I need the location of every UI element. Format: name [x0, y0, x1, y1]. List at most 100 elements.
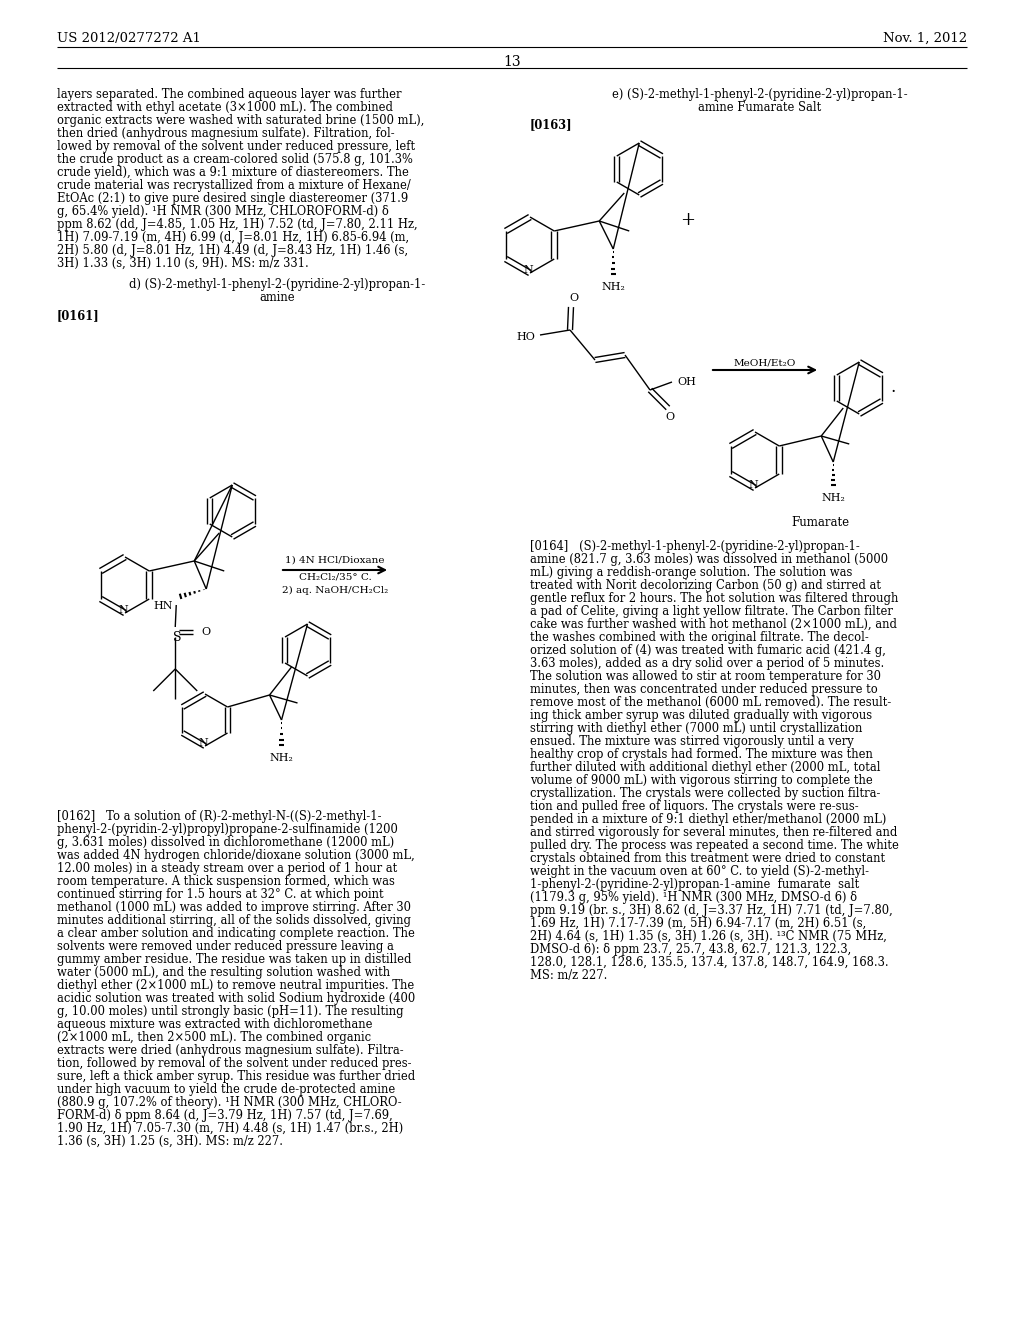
Text: [0162]   To a solution of (R)-2-methyl-N-((S)-2-methyl-1-: [0162] To a solution of (R)-2-methyl-N-(… — [57, 810, 382, 822]
Text: crystals obtained from this treatment were dried to constant: crystals obtained from this treatment we… — [530, 851, 885, 865]
Text: orized solution of (4) was treated with fumaric acid (421.4 g,: orized solution of (4) was treated with … — [530, 644, 886, 657]
Text: 13: 13 — [503, 55, 521, 69]
Text: 1.90 Hz, 1H) 7.05-7.30 (m, 7H) 4.48 (s, 1H) 1.47 (br.s., 2H): 1.90 Hz, 1H) 7.05-7.30 (m, 7H) 4.48 (s, … — [57, 1122, 403, 1135]
Text: d) (S)-2-methyl-1-phenyl-2-(pyridine-2-yl)propan-1-: d) (S)-2-methyl-1-phenyl-2-(pyridine-2-y… — [129, 279, 425, 290]
Text: gentle reflux for 2 hours. The hot solution was filtered through: gentle reflux for 2 hours. The hot solut… — [530, 591, 898, 605]
Text: 2H) 4.64 (s, 1H) 1.35 (s, 3H) 1.26 (s, 3H). ¹³C NMR (75 MHz,: 2H) 4.64 (s, 1H) 1.35 (s, 3H) 1.26 (s, 3… — [530, 931, 887, 942]
Text: minutes, then was concentrated under reduced pressure to: minutes, then was concentrated under red… — [530, 682, 878, 696]
Text: sure, left a thick amber syrup. This residue was further dried: sure, left a thick amber syrup. This res… — [57, 1071, 416, 1082]
Text: a pad of Celite, giving a light yellow filtrate. The Carbon filter: a pad of Celite, giving a light yellow f… — [530, 605, 893, 618]
Text: NH₂: NH₂ — [269, 752, 294, 763]
Text: OH: OH — [677, 378, 696, 387]
Text: 3H) 1.33 (s, 3H) 1.10 (s, 9H). MS: m/z 331.: 3H) 1.33 (s, 3H) 1.10 (s, 9H). MS: m/z 3… — [57, 257, 309, 271]
Text: 1H) 7.09-7.19 (m, 4H) 6.99 (d, J=8.01 Hz, 1H) 6.85-6.94 (m,: 1H) 7.09-7.19 (m, 4H) 6.99 (d, J=8.01 Hz… — [57, 231, 410, 244]
Text: cake was further washed with hot methanol (2×1000 mL), and: cake was further washed with hot methano… — [530, 618, 897, 631]
Text: FORM-d) δ ppm 8.64 (d, J=3.79 Hz, 1H) 7.57 (td, J=7.69,: FORM-d) δ ppm 8.64 (d, J=3.79 Hz, 1H) 7.… — [57, 1109, 393, 1122]
Text: tion, followed by removal of the solvent under reduced pres-: tion, followed by removal of the solvent… — [57, 1057, 412, 1071]
Text: 1-phenyl-2-(pyridine-2-yl)propan-1-amine  fumarate  salt: 1-phenyl-2-(pyridine-2-yl)propan-1-amine… — [530, 878, 859, 891]
Text: The solution was allowed to stir at room temperature for 30: The solution was allowed to stir at room… — [530, 671, 881, 682]
Text: N: N — [118, 605, 128, 615]
Text: solvents were removed under reduced pressure leaving a: solvents were removed under reduced pres… — [57, 940, 394, 953]
Text: remove most of the methanol (6000 mL removed). The result-: remove most of the methanol (6000 mL rem… — [530, 696, 891, 709]
Text: 128.0, 128.1, 128.6, 135.5, 137.4, 137.8, 148.7, 164.9, 168.3.: 128.0, 128.1, 128.6, 135.5, 137.4, 137.8… — [530, 956, 889, 969]
Text: ensued. The mixture was stirred vigorously until a very: ensued. The mixture was stirred vigorous… — [530, 735, 854, 748]
Text: O: O — [202, 627, 210, 638]
Text: HO: HO — [516, 333, 535, 342]
Text: (1179.3 g, 95% yield). ¹H NMR (300 MHz, DMSO-d 6) δ: (1179.3 g, 95% yield). ¹H NMR (300 MHz, … — [530, 891, 857, 904]
Text: minutes additional stirring, all of the solids dissolved, giving: minutes additional stirring, all of the … — [57, 913, 411, 927]
Text: and stirred vigorously for several minutes, then re-filtered and: and stirred vigorously for several minut… — [530, 826, 897, 840]
Text: water (5000 mL), and the resulting solution washed with: water (5000 mL), and the resulting solut… — [57, 966, 390, 979]
Text: mL) giving a reddish-orange solution. The solution was: mL) giving a reddish-orange solution. Th… — [530, 566, 852, 579]
Text: NH₂: NH₂ — [821, 492, 845, 503]
Text: NH₂: NH₂ — [601, 282, 626, 292]
Text: gummy amber residue. The residue was taken up in distilled: gummy amber residue. The residue was tak… — [57, 953, 412, 966]
Text: volume of 9000 mL) with vigorous stirring to complete the: volume of 9000 mL) with vigorous stirrin… — [530, 774, 872, 787]
Text: CH₂Cl₂/35° C.: CH₂Cl₂/35° C. — [299, 572, 372, 581]
Text: then dried (anhydrous magnesium sulfate). Filtration, fol-: then dried (anhydrous magnesium sulfate)… — [57, 127, 394, 140]
Text: stirring with diethyl ether (7000 mL) until crystallization: stirring with diethyl ether (7000 mL) un… — [530, 722, 862, 735]
Text: was added 4N hydrogen chloride/dioxane solution (3000 mL,: was added 4N hydrogen chloride/dioxane s… — [57, 849, 415, 862]
Text: g, 10.00 moles) until strongly basic (pH=11). The resulting: g, 10.00 moles) until strongly basic (pH… — [57, 1005, 403, 1018]
Text: crystallization. The crystals were collected by suction filtra-: crystallization. The crystals were colle… — [530, 787, 881, 800]
Text: .: . — [890, 380, 896, 396]
Text: aqueous mixture was extracted with dichloromethane: aqueous mixture was extracted with dichl… — [57, 1018, 373, 1031]
Text: N: N — [198, 738, 208, 748]
Text: acidic solution was treated with solid Sodium hydroxide (400: acidic solution was treated with solid S… — [57, 993, 416, 1005]
Text: US 2012/0277272 A1: US 2012/0277272 A1 — [57, 32, 201, 45]
Text: MeOH/Et₂O: MeOH/Et₂O — [734, 358, 797, 367]
Text: O: O — [569, 293, 579, 304]
Text: 2H) 5.80 (d, J=8.01 Hz, 1H) 4.49 (d, J=8.43 Hz, 1H) 1.46 (s,: 2H) 5.80 (d, J=8.01 Hz, 1H) 4.49 (d, J=8… — [57, 244, 409, 257]
Text: diethyl ether (2×1000 mL) to remove neutral impurities. The: diethyl ether (2×1000 mL) to remove neut… — [57, 979, 415, 993]
Text: g, 65.4% yield). ¹H NMR (300 MHz, CHLOROFORM-d) δ: g, 65.4% yield). ¹H NMR (300 MHz, CHLORO… — [57, 205, 389, 218]
Text: crude material was recrystallized from a mixture of Hexane/: crude material was recrystallized from a… — [57, 180, 411, 191]
Text: continued stirring for 1.5 hours at 32° C. at which point: continued stirring for 1.5 hours at 32° … — [57, 888, 384, 902]
Text: amine Fumarate Salt: amine Fumarate Salt — [698, 102, 821, 114]
Text: phenyl-2-(pyridin-2-yl)propyl)propane-2-sulfinamide (1200: phenyl-2-(pyridin-2-yl)propyl)propane-2-… — [57, 822, 398, 836]
Text: treated with Norit decolorizing Carbon (50 g) and stirred at: treated with Norit decolorizing Carbon (… — [530, 579, 881, 591]
Text: N: N — [523, 265, 532, 275]
Text: extracted with ethyl acetate (3×1000 mL). The combined: extracted with ethyl acetate (3×1000 mL)… — [57, 102, 393, 114]
Text: amine (821.7 g, 3.63 moles) was dissolved in methanol (5000: amine (821.7 g, 3.63 moles) was dissolve… — [530, 553, 888, 566]
Text: 1.36 (s, 3H) 1.25 (s, 3H). MS: m/z 227.: 1.36 (s, 3H) 1.25 (s, 3H). MS: m/z 227. — [57, 1135, 283, 1148]
Text: healthy crop of crystals had formed. The mixture was then: healthy crop of crystals had formed. The… — [530, 748, 872, 762]
Text: 1.69 Hz, 1H) 7.17-7.39 (m, 5H) 6.94-7.17 (m, 2H) 6.51 (s,: 1.69 Hz, 1H) 7.17-7.39 (m, 5H) 6.94-7.17… — [530, 917, 866, 931]
Text: (880.9 g, 107.2% of theory). ¹H NMR (300 MHz, CHLORO-: (880.9 g, 107.2% of theory). ¹H NMR (300… — [57, 1096, 401, 1109]
Text: weight in the vacuum oven at 60° C. to yield (S)-2-methyl-: weight in the vacuum oven at 60° C. to y… — [530, 865, 869, 878]
Text: [0164]   (S)-2-methyl-1-phenyl-2-(pyridine-2-yl)propan-1-: [0164] (S)-2-methyl-1-phenyl-2-(pyridine… — [530, 540, 860, 553]
Text: room temperature. A thick suspension formed, which was: room temperature. A thick suspension for… — [57, 875, 395, 888]
Text: a clear amber solution and indicating complete reaction. The: a clear amber solution and indicating co… — [57, 927, 415, 940]
Text: ppm 9.19 (br. s., 3H) 8.62 (d, J=3.37 Hz, 1H) 7.71 (td, J=7.80,: ppm 9.19 (br. s., 3H) 8.62 (d, J=3.37 Hz… — [530, 904, 893, 917]
Text: (2×1000 mL, then 2×500 mL). The combined organic: (2×1000 mL, then 2×500 mL). The combined… — [57, 1031, 371, 1044]
Text: S: S — [173, 631, 181, 644]
Text: the washes combined with the original filtrate. The decol-: the washes combined with the original fi… — [530, 631, 868, 644]
Text: +: + — [680, 211, 695, 228]
Text: pended in a mixture of 9:1 diethyl ether/methanol (2000 mL): pended in a mixture of 9:1 diethyl ether… — [530, 813, 887, 826]
Text: pulled dry. The process was repeated a second time. The white: pulled dry. The process was repeated a s… — [530, 840, 899, 851]
Text: HN: HN — [154, 601, 173, 611]
Text: ing thick amber syrup was diluted gradually with vigorous: ing thick amber syrup was diluted gradua… — [530, 709, 872, 722]
Text: Nov. 1, 2012: Nov. 1, 2012 — [883, 32, 967, 45]
Text: ppm 8.62 (dd, J=4.85, 1.05 Hz, 1H) 7.52 (td, J=7.80, 2.11 Hz,: ppm 8.62 (dd, J=4.85, 1.05 Hz, 1H) 7.52 … — [57, 218, 418, 231]
Text: O: O — [666, 412, 675, 422]
Text: [0163]: [0163] — [530, 117, 572, 131]
Text: 2) aq. NaOH/CH₂Cl₂: 2) aq. NaOH/CH₂Cl₂ — [282, 586, 388, 595]
Text: MS: m/z 227.: MS: m/z 227. — [530, 969, 607, 982]
Text: N: N — [749, 480, 758, 490]
Text: EtOAc (2:1) to give pure desired single diastereomer (371.9: EtOAc (2:1) to give pure desired single … — [57, 191, 409, 205]
Text: tion and pulled free of liquors. The crystals were re-sus-: tion and pulled free of liquors. The cry… — [530, 800, 859, 813]
Text: [0161]: [0161] — [57, 309, 99, 322]
Text: layers separated. The combined aqueous layer was further: layers separated. The combined aqueous l… — [57, 88, 401, 102]
Text: lowed by removal of the solvent under reduced pressure, left: lowed by removal of the solvent under re… — [57, 140, 415, 153]
Text: g, 3.631 moles) dissolved in dichloromethane (12000 mL): g, 3.631 moles) dissolved in dichloromet… — [57, 836, 394, 849]
Text: organic extracts were washed with saturated brine (1500 mL),: organic extracts were washed with satura… — [57, 114, 424, 127]
Text: further diluted with additional diethyl ether (2000 mL, total: further diluted with additional diethyl … — [530, 762, 881, 774]
Text: 12.00 moles) in a steady stream over a period of 1 hour at: 12.00 moles) in a steady stream over a p… — [57, 862, 397, 875]
Text: amine: amine — [259, 290, 295, 304]
Text: under high vacuum to yield the crude de-protected amine: under high vacuum to yield the crude de-… — [57, 1082, 395, 1096]
Text: 1) 4N HCl/Dioxane: 1) 4N HCl/Dioxane — [286, 556, 385, 565]
Text: DMSO-d 6): δ ppm 23.7, 25.7, 43.8, 62.7, 121.3, 122.3,: DMSO-d 6): δ ppm 23.7, 25.7, 43.8, 62.7,… — [530, 942, 851, 956]
Text: 3.63 moles), added as a dry solid over a period of 5 minutes.: 3.63 moles), added as a dry solid over a… — [530, 657, 885, 671]
Text: extracts were dried (anhydrous magnesium sulfate). Filtra-: extracts were dried (anhydrous magnesium… — [57, 1044, 403, 1057]
Text: crude yield), which was a 9:1 mixture of diastereomers. The: crude yield), which was a 9:1 mixture of… — [57, 166, 409, 180]
